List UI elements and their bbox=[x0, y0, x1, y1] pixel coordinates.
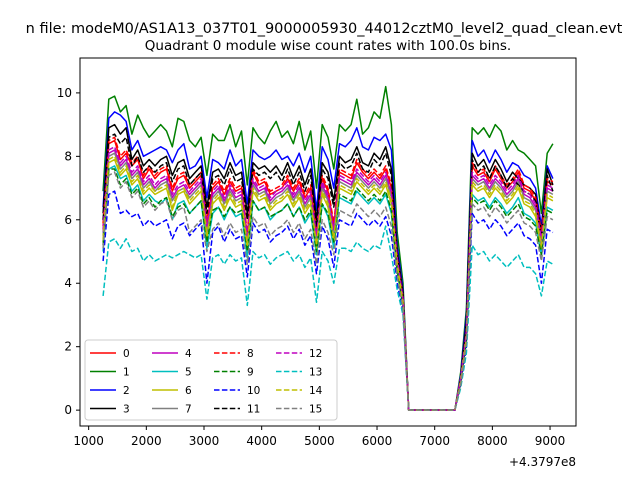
series-line-13 bbox=[102, 225, 554, 411]
legend-label-14: 14 bbox=[309, 385, 323, 397]
legend-label-5: 5 bbox=[185, 367, 192, 379]
legend-label-13: 13 bbox=[309, 367, 322, 379]
legend-label-1: 1 bbox=[123, 367, 130, 379]
legend-label-3: 3 bbox=[123, 404, 130, 416]
chart-title: Quadrant 0 module wise count rates with … bbox=[145, 38, 511, 54]
x-axis: 1000 2000 3000 4000 5000 6000 7000 8000 9000 bbox=[73, 426, 565, 448]
legend-label-9: 9 bbox=[247, 367, 254, 379]
x-offset-label: +4.3797e8 bbox=[509, 455, 576, 469]
series-layer bbox=[102, 85, 554, 411]
series-line-2 bbox=[102, 111, 554, 411]
x-tick-label: 9000 bbox=[535, 434, 566, 448]
series-line-12 bbox=[102, 146, 554, 411]
legend-label-8: 8 bbox=[247, 348, 254, 360]
y-tick-label: 4 bbox=[64, 276, 72, 290]
x-tick-label: 8000 bbox=[477, 434, 508, 448]
series-line-9 bbox=[102, 168, 554, 411]
series-line-1 bbox=[102, 85, 554, 411]
series-line-14 bbox=[102, 155, 554, 411]
legend-label-4: 4 bbox=[185, 348, 192, 360]
y-tick-label: 8 bbox=[64, 149, 72, 163]
y-tick-label: 6 bbox=[64, 213, 72, 227]
x-tick-label: 3000 bbox=[189, 434, 220, 448]
series-line-3 bbox=[102, 123, 554, 411]
x-tick-label: 6000 bbox=[362, 434, 393, 448]
y-tick-label: 2 bbox=[64, 340, 72, 354]
series-line-6 bbox=[102, 158, 554, 411]
series-line-10 bbox=[102, 190, 554, 411]
legend-label-10: 10 bbox=[247, 385, 260, 397]
x-tick-label: 7000 bbox=[419, 434, 450, 448]
legend-label-7: 7 bbox=[185, 404, 192, 416]
legend-label-12: 12 bbox=[309, 348, 322, 360]
series-line-11 bbox=[102, 133, 554, 411]
legend-label-0: 0 bbox=[123, 348, 130, 360]
x-tick-label: 4000 bbox=[246, 434, 277, 448]
legend-label-11: 11 bbox=[247, 404, 260, 416]
x-tick-label: 2000 bbox=[131, 434, 162, 448]
series-line-15 bbox=[102, 171, 554, 411]
plot-frame bbox=[79, 57, 577, 427]
y-tick-label: 0 bbox=[64, 403, 72, 417]
x-tick-label: 5000 bbox=[304, 434, 335, 448]
legend-box bbox=[84, 339, 338, 421]
series-line-0 bbox=[102, 139, 554, 411]
y-tick-label: 10 bbox=[57, 86, 72, 100]
y-axis: 0 2 4 6 8 10 bbox=[57, 86, 80, 417]
legend-label-15: 15 bbox=[309, 404, 322, 416]
figure-suptitle: n file: modeM0/AS1A13_037T01_9000005930_… bbox=[26, 21, 623, 37]
legend-label-2: 2 bbox=[123, 385, 130, 397]
legend-label-6: 6 bbox=[185, 385, 192, 397]
x-tick-label: 1000 bbox=[73, 434, 104, 448]
